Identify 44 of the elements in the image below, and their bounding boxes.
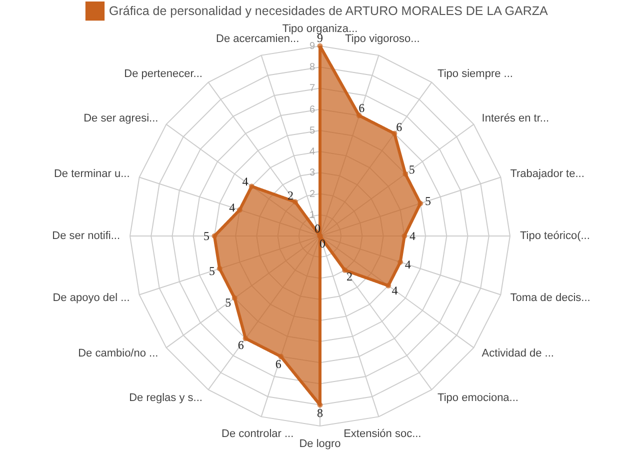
spoke-label: Tipo siempre ... [438, 68, 513, 80]
data-label: 4 [404, 258, 411, 272]
spoke-label: Tipo emociona... [438, 392, 518, 404]
spoke-label: De ser notifi... [52, 230, 120, 242]
data-label: 4 [409, 229, 416, 243]
spoke-label: Interés en tr... [482, 112, 550, 124]
spoke-label: De terminar u... [54, 168, 130, 180]
spoke-label: De pertenecer... [124, 68, 202, 80]
spoke-label: Tipo vigoroso... [345, 32, 420, 45]
data-label: 5 [225, 296, 232, 310]
spoke-label: De ser agresi... [84, 112, 158, 124]
y-tick-label: 2 [309, 188, 316, 200]
spoke-label: Actividad de ... [482, 348, 554, 360]
spoke-label: De reglas y s... [129, 392, 202, 404]
y-tick-label: 6 [309, 104, 316, 116]
spoke-label: Trabajador te... [510, 168, 584, 180]
data-label: 5 [408, 162, 415, 176]
spoke-label: De controlar ... [222, 428, 294, 440]
y-tick-label: 1 [309, 210, 316, 221]
y-tick-label: 4 [309, 146, 316, 158]
spoke-label: De acercamien... [216, 32, 300, 45]
legend-label: Gráfica de personalidad y necesidades de ARTURO MORALES DE LA GARZA [109, 4, 549, 18]
y-tick-label: 5 [309, 125, 316, 136]
data-label: 6 [238, 338, 244, 352]
y-tick-label: 7 [309, 83, 316, 94]
y-tick-label: 9 [309, 41, 316, 52]
data-label: 4 [242, 174, 248, 189]
data-label: 4 [229, 200, 236, 214]
data-label: 6 [396, 120, 402, 134]
spoke-label: De logro [299, 438, 341, 450]
spoke-label: De cambio/no ... [78, 348, 158, 360]
data-label: 4 [392, 283, 398, 298]
data-label: 2 [346, 270, 353, 284]
y-tick-label: 3 [309, 168, 316, 179]
data-label: 6 [275, 357, 282, 372]
data-label: 5 [209, 264, 215, 278]
spoke-label: Tipo teórico(... [520, 230, 590, 242]
spoke-label: Toma de decis... [510, 292, 590, 304]
data-label: 5 [425, 194, 431, 208]
data-label: 6 [358, 100, 365, 115]
data-label: 5 [203, 229, 210, 243]
y-tick-label: 8 [309, 62, 316, 74]
spoke-label: De apoyo del ... [52, 292, 130, 304]
spoke-label: Extensión soc... [344, 428, 422, 440]
